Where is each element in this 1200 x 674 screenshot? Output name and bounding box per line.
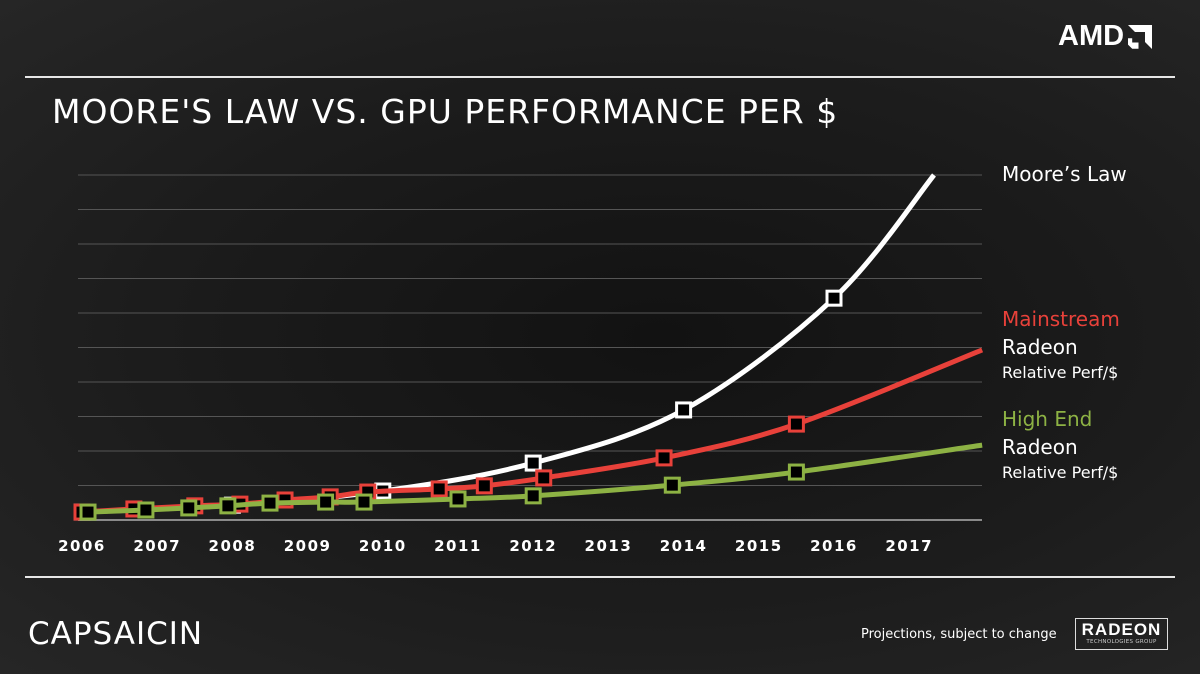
x-tick-label: 2007: [133, 537, 181, 555]
legend-high-end-radeon: Radeon: [1002, 435, 1078, 459]
x-tick-label: 2008: [209, 537, 257, 555]
data-point-marker: [663, 476, 681, 494]
x-tick-label: 2013: [585, 537, 633, 555]
legend-moores-law: Moore’s Law: [1002, 162, 1127, 186]
data-point-marker: [825, 289, 843, 307]
x-tick-label: 2009: [284, 537, 332, 555]
data-point-marker: [524, 454, 542, 472]
x-tick-label: 2010: [359, 537, 407, 555]
radeon-logo-sub: TECHNOLOGIES GROUP: [1086, 639, 1157, 645]
data-point-marker: [535, 469, 553, 487]
data-point-marker: [355, 493, 373, 511]
x-tick-label: 2012: [509, 537, 557, 555]
amd-logo-text: AMD: [1058, 20, 1125, 52]
radeon-logo-text: RADEON: [1081, 620, 1162, 639]
series-line-moores-law: [81, 173, 936, 515]
capsaicin-brand: CAPSAICIN: [28, 616, 204, 652]
disclaimer: Projections, subject to change: [861, 627, 1057, 642]
x-tick-label: 2014: [660, 537, 708, 555]
legend-high-end: High End: [1002, 407, 1093, 431]
legend-high-end-sub: Relative Perf/$: [1002, 463, 1119, 482]
data-point-marker: [180, 499, 198, 517]
amd-logo: AMD: [1058, 20, 1153, 53]
data-point-marker: [475, 477, 493, 495]
x-tick-label: 2017: [885, 537, 933, 555]
data-point-marker: [261, 494, 279, 512]
data-point-marker: [137, 501, 155, 519]
top-divider: [25, 76, 1175, 78]
data-point-marker: [655, 449, 673, 467]
data-point-marker: [675, 401, 693, 419]
data-point-marker: [787, 415, 805, 433]
data-point-marker: [317, 493, 335, 511]
amd-arrow-icon: [1128, 24, 1153, 49]
radeon-logo: RADEON TECHNOLOGIES GROUP: [1075, 618, 1168, 650]
x-tick-label: 2016: [810, 537, 858, 555]
data-point-marker: [430, 480, 448, 498]
legend-mainstream-radeon: Radeon: [1002, 335, 1078, 359]
x-tick-label: 2011: [434, 537, 482, 555]
data-point-marker: [787, 463, 805, 481]
x-tick-label: 2006: [58, 537, 106, 555]
data-point-marker: [219, 497, 237, 515]
slide-title: MOORE'S LAW VS. GPU PERFORMANCE PER $: [52, 92, 839, 131]
legend-mainstream-sub: Relative Perf/$: [1002, 363, 1119, 382]
data-point-marker: [449, 490, 467, 508]
x-tick-label: 2015: [735, 537, 783, 555]
data-point-marker: [79, 503, 97, 521]
legend-mainstream: Mainstream: [1002, 307, 1120, 331]
data-point-marker: [524, 487, 542, 505]
bottom-divider: [25, 576, 1175, 578]
